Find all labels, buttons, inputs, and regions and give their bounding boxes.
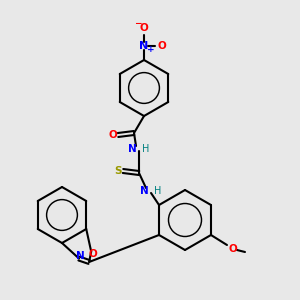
Text: N: N [140, 41, 148, 51]
Text: O: O [89, 249, 98, 259]
Text: O: O [158, 41, 166, 51]
Text: O: O [109, 130, 117, 140]
Text: H: H [142, 144, 150, 154]
Text: S: S [114, 166, 122, 176]
Text: −: − [134, 20, 142, 28]
Text: N: N [128, 144, 137, 154]
Text: O: O [229, 244, 237, 254]
Text: +: + [147, 46, 155, 55]
Text: N: N [140, 186, 149, 196]
Text: N: N [76, 250, 84, 261]
Text: O: O [140, 23, 148, 33]
Text: H: H [154, 186, 162, 196]
